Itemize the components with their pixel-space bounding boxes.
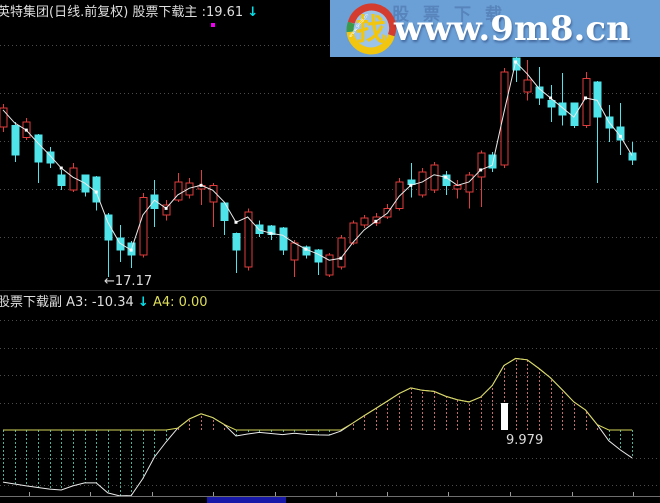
banner-ghost-text: 股票下载 [392,5,516,25]
site-url-text: www.9m8.cn [394,9,631,49]
signal-stick [501,403,508,430]
sub-indicator-name: 股票下载副 [0,295,63,310]
main-indicator-name: 股票下载主 [132,5,198,20]
a4-value: A4: 0.00 [152,295,208,310]
main-indicator-header: 英特集团(日线.前复权) 股票下载主 :19.61 ↓ [0,5,258,20]
bottom-axis [0,492,660,497]
signal-value-label: 9.979 [506,433,543,448]
main-gridlines [0,45,660,238]
sub-gridlines [0,320,660,486]
a4-line [3,357,633,431]
site-logo-icon: 找 www.9m8.cn [346,3,397,55]
main-indicator-value: :19.61 [201,5,244,20]
low-price-label: ←17.17 [104,274,152,289]
sub-indicator-header: 股票下载副 A3: -10.34 ↓ A4: 0.00 [0,295,208,310]
scrollbar-thumb[interactable] [207,497,286,503]
down-arrow-icon: ↓ [137,295,149,310]
down-arrow-icon: ↓ [247,5,259,20]
a3-line [2,357,633,497]
cursor-dot [211,23,215,27]
a3-value: A3: -10.34 [66,295,134,310]
scrollbar-track[interactable] [0,497,660,503]
watermark-banner[interactable]: 股票下载 找 www.9m8.cn www.9m8.cn [330,0,660,57]
main-white-line [2,60,633,261]
stock-title: 英特集团(日线.前复权) [0,5,129,20]
sub-hatch-sticks [3,358,633,496]
logo-glyph: 找 [356,13,386,48]
